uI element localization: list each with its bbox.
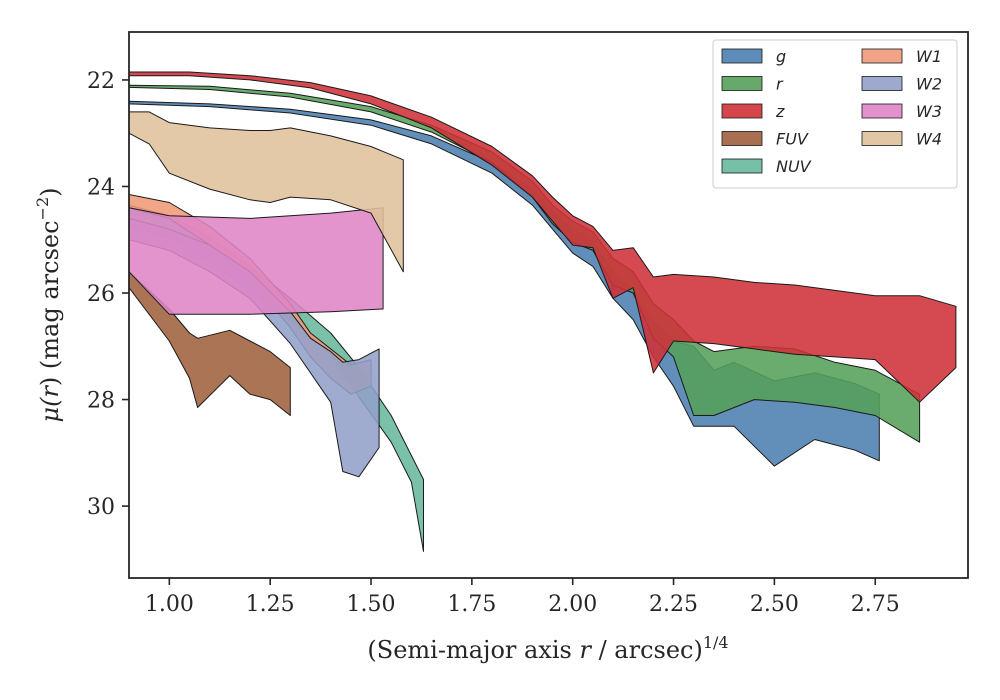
legend-label-nuv: NUV (776, 157, 812, 176)
legend-label-w1: W1 (916, 47, 942, 66)
legend-swatch-fuv (721, 131, 763, 146)
x-axis-ticks: 1.00 1.25 1.50 1.75 2.00 2.25 2.50 2.75 (145, 578, 900, 617)
legend-swatch-z (721, 103, 763, 119)
legend-label-w4: W4 (916, 130, 942, 149)
y-axis-ticks: 22 24 26 28 30 (87, 69, 129, 520)
legend-swatch-r (721, 76, 763, 91)
y-tick-label: 22 (87, 69, 115, 94)
band-w3 (129, 207, 384, 315)
y-tick-label: 24 (87, 175, 115, 200)
y-tick-label: 30 (87, 495, 115, 520)
y-tick-label: 28 (87, 389, 115, 414)
x-tick-label: 2.50 (750, 592, 799, 617)
legend-swatch-w3 (861, 103, 903, 119)
legend-label-r: r (776, 75, 784, 94)
x-tick-label: 2.25 (649, 592, 698, 617)
legend-swatch-g (721, 48, 763, 64)
legend-swatch-w2 (861, 76, 903, 91)
legend-swatch-w4 (861, 131, 903, 146)
legend-label-z: z (775, 102, 785, 121)
band-w4 (129, 111, 404, 273)
x-tick-label: 1.75 (447, 592, 496, 617)
x-tick-label: 2.00 (548, 592, 597, 617)
x-tick-label: 2.75 (851, 592, 900, 617)
legend-swatch-w1 (861, 48, 903, 64)
legend-swatch-nuv (721, 158, 763, 174)
x-tick-label: 1.50 (347, 592, 396, 617)
legend-label-w3: W3 (916, 102, 942, 121)
legend-label-fuv: FUV (776, 130, 809, 149)
legend-entries: grz FUV NUV W1 W2 W3 W4 (721, 47, 942, 176)
band-fuv (129, 271, 291, 416)
x-axis-label: (Semi-major axis r / arcsec)1/4 (367, 633, 728, 664)
legend: grz FUV NUV W1 W2 W3 W4 (712, 39, 958, 189)
y-tick-label: 26 (87, 282, 115, 307)
legend-label-g: g (776, 47, 786, 66)
legend-label-w2: W2 (916, 75, 942, 94)
band-z (129, 71, 957, 403)
series-areas (129, 71, 957, 552)
y-axis-label: μ(r) (mag arcsec−2) (33, 187, 64, 422)
x-tick-label: 1.25 (246, 592, 295, 617)
x-tick-label: 1.00 (145, 592, 194, 617)
plot-frame (128, 31, 969, 579)
